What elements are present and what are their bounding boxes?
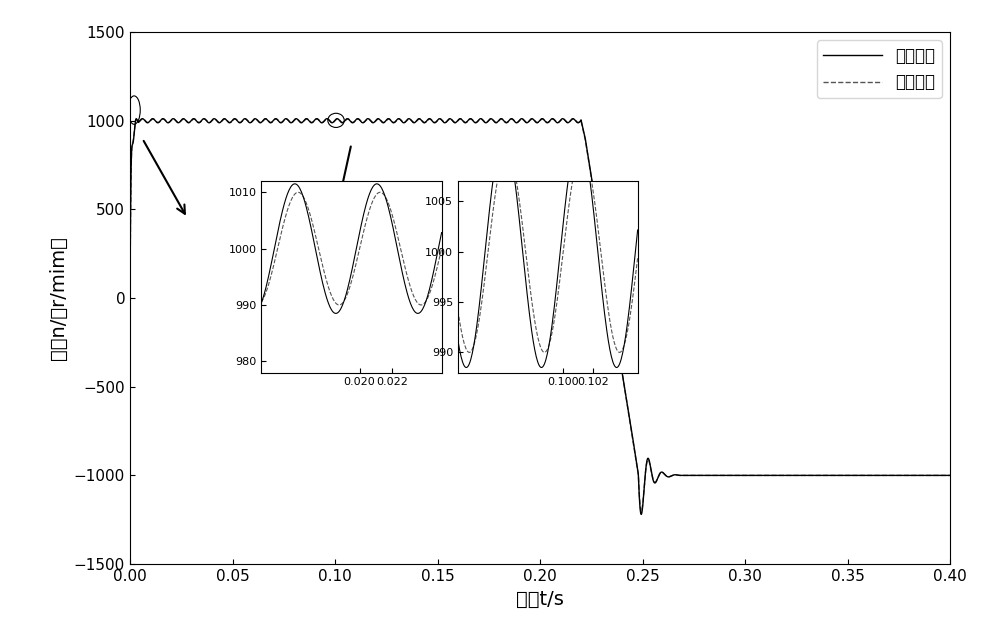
观测转速	[124, 289, 136, 297]
实际转速	[584, 166, 596, 174]
实际转速	[615, 360, 627, 368]
观测转速	[310, 115, 322, 122]
观测转速	[635, 510, 647, 518]
观测转速	[944, 472, 956, 479]
实际转速	[137, 115, 149, 123]
Line: 实际转速: 实际转速	[130, 119, 950, 512]
观测转速	[540, 119, 552, 126]
实际转速	[540, 118, 552, 126]
实际转速	[769, 472, 781, 479]
观测转速	[615, 360, 627, 368]
实际转速	[944, 472, 956, 479]
实际转速	[124, 294, 136, 302]
实际转速	[635, 508, 647, 515]
X-axis label: 时间t/s: 时间t/s	[516, 590, 564, 608]
Legend: 观测转速, 实际转速: 观测转速, 实际转速	[817, 40, 942, 98]
观测转速	[457, 118, 469, 126]
Line: 观测转速: 观测转速	[130, 119, 950, 514]
实际转速	[457, 117, 469, 125]
实际转速	[310, 115, 322, 123]
观测转速	[136, 115, 148, 122]
Y-axis label: 转速n/（r/mim）: 转速n/（r/mim）	[49, 236, 68, 360]
观测转速	[769, 472, 781, 479]
观测转速	[584, 164, 596, 172]
